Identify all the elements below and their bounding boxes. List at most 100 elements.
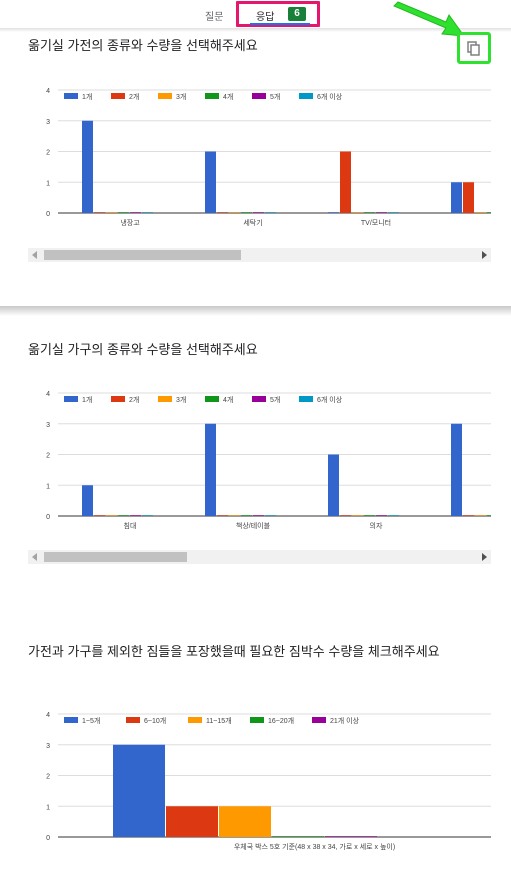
bar (205, 151, 216, 213)
bar (487, 212, 491, 213)
scrollbar-thumb[interactable] (44, 250, 241, 260)
tab-bar-shadow (0, 28, 511, 32)
horizontal-scrollbar[interactable] (28, 550, 491, 564)
bar (82, 485, 93, 516)
bar (205, 423, 216, 516)
legend-label: 3개 (176, 92, 186, 101)
bar (217, 212, 228, 213)
bar (340, 515, 351, 516)
bar (118, 212, 129, 213)
legend-swatch (252, 396, 266, 402)
legend-swatch (312, 717, 326, 723)
legend-label: 16~20개 (268, 716, 294, 725)
bar (352, 212, 363, 213)
legend-label: 6~10개 (144, 716, 166, 725)
horizontal-scrollbar[interactable] (28, 248, 491, 262)
bar (241, 515, 252, 516)
bar (229, 212, 240, 213)
legend-label: 2개 (129, 92, 139, 101)
bar (241, 212, 252, 213)
bar (130, 212, 141, 213)
legend-label: 2개 (129, 395, 139, 404)
legend-swatch (205, 93, 219, 99)
scroll-left-arrow-icon[interactable] (32, 251, 37, 259)
y-tick-label: 4 (46, 712, 50, 719)
bar (229, 515, 240, 516)
bar (265, 212, 276, 213)
y-tick-label: 3 (46, 743, 50, 750)
bar (106, 212, 117, 213)
bar (388, 212, 399, 213)
bar (217, 515, 228, 516)
scroll-right-arrow-icon[interactable] (482, 553, 487, 561)
legend-label: 5개 (270, 92, 280, 101)
bar (94, 515, 105, 516)
bar (475, 515, 486, 516)
x-tick-label: 우체국 박스 5호 기준(48 x 38 x 34, 가로 x 세로 x 높이) (234, 842, 395, 851)
question-title: 가전과 가구를 제외한 짐들을 포장했을때 필요한 짐박수 수량을 체크해주세요 (28, 644, 440, 659)
tab-responses[interactable]: 응답 (256, 12, 275, 23)
y-tick-label: 3 (46, 119, 50, 126)
bar (265, 515, 276, 516)
legend-swatch (299, 93, 313, 99)
bar (451, 182, 462, 213)
bar (142, 212, 153, 213)
y-tick-label: 4 (46, 88, 50, 95)
bar (82, 120, 93, 213)
legend-swatch (252, 93, 266, 99)
bar (328, 454, 339, 516)
legend-label: 21개 이상 (330, 716, 360, 725)
y-tick-label: 2 (46, 774, 50, 781)
tab-questions[interactable]: 질문 (205, 12, 224, 23)
x-tick-label: 책상/테이블 (236, 521, 271, 530)
bar (463, 515, 474, 516)
y-tick-label: 2 (46, 150, 50, 157)
y-tick-label: 1 (46, 804, 50, 811)
legend-label: 6개 이상 (317, 395, 343, 404)
y-tick-label: 2 (46, 453, 50, 460)
bar (272, 836, 324, 837)
bar (451, 423, 462, 516)
bar (130, 515, 141, 516)
bar (166, 806, 218, 837)
y-tick-label: 0 (46, 514, 50, 521)
bar (487, 515, 491, 516)
bar (364, 212, 375, 213)
responses-count-badge: 6 (288, 7, 306, 21)
legend-swatch (64, 717, 78, 723)
bar (328, 212, 339, 213)
x-tick-label: 의자 (370, 521, 383, 530)
scroll-right-arrow-icon[interactable] (482, 251, 487, 259)
legend-swatch (64, 396, 78, 402)
legend-swatch (111, 93, 125, 99)
legend-label: 6개 이상 (317, 92, 343, 101)
bar (113, 744, 165, 837)
x-tick-label: 냉장고 (120, 218, 140, 227)
bar (118, 515, 129, 516)
scroll-left-arrow-icon[interactable] (32, 553, 37, 561)
active-tab-indicator (250, 23, 310, 25)
legend-label: 1개 (82, 395, 92, 404)
question-title: 옮기실 가전의 종류와 수량을 선택해주세요 (28, 38, 258, 53)
bar (340, 151, 351, 213)
scrollbar-thumb[interactable] (44, 552, 187, 562)
bar (253, 212, 264, 213)
legend-label: 11~15개 (206, 716, 232, 725)
legend-swatch (299, 396, 313, 402)
legend-swatch (111, 396, 125, 402)
copy-chart-button[interactable] (457, 32, 491, 64)
y-tick-label: 4 (46, 391, 50, 398)
legend-swatch (158, 396, 172, 402)
y-tick-label: 1 (46, 180, 50, 187)
bar (376, 212, 387, 213)
bar (219, 806, 271, 837)
bar (463, 182, 474, 213)
bar (325, 836, 377, 837)
legend-swatch (64, 93, 78, 99)
bar (94, 212, 105, 213)
legend-swatch (158, 93, 172, 99)
legend-label: 1~5개 (82, 716, 100, 725)
legend-label: 3개 (176, 395, 186, 404)
